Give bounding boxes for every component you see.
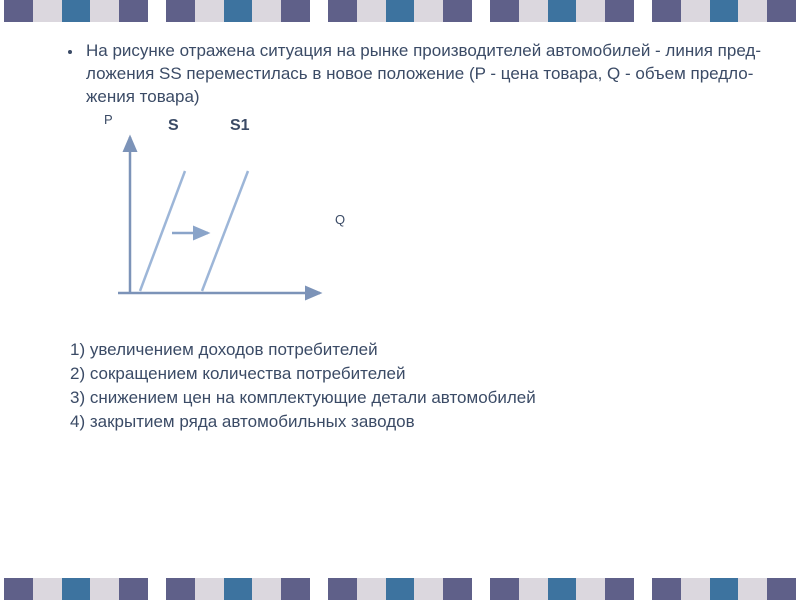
stripe-cell (119, 578, 148, 600)
stripe-cell (605, 578, 634, 600)
stripe-cell (576, 0, 605, 22)
stripe-cell (357, 578, 386, 600)
stripe-cell (281, 0, 310, 22)
supply-line-s1 (202, 171, 248, 291)
stripe-block (328, 578, 472, 600)
axis-label-q: Q (335, 211, 345, 229)
stripe-block (652, 578, 796, 600)
stripe-cell (490, 0, 519, 22)
stripe-cell (4, 578, 33, 600)
stripe-block (4, 0, 148, 22)
axis-label-p: P (104, 111, 113, 129)
stripe-cell (767, 578, 796, 600)
answer-option: 2) со­кра­ще­ни­ем ко­ли­че­ства по­тре­… (70, 363, 772, 386)
stripe-cell (519, 0, 548, 22)
stripe-cell (605, 0, 634, 22)
slide: На ри­сун­ке от­ра­же­на си­ту­а­ция на … (0, 0, 800, 600)
stripe-cell (357, 0, 386, 22)
stripe-cell (767, 0, 796, 22)
stripe-cell (252, 578, 281, 600)
stripe-cell (195, 578, 224, 600)
stripe-cell (652, 0, 681, 22)
stripe-cell (166, 0, 195, 22)
stripe-cell (681, 578, 710, 600)
question-text: На ри­сун­ке от­ра­же­на си­ту­а­ция на … (86, 40, 772, 109)
stripe-cell (519, 578, 548, 600)
stripe-block (652, 0, 796, 22)
stripe-cell (166, 578, 195, 600)
bottom-stripe (0, 578, 800, 600)
stripe-cell (33, 578, 62, 600)
stripe-cell (328, 0, 357, 22)
answer-option: 1) уве­ли­че­ни­ем до­хо­дов по­тре­би­т… (70, 339, 772, 362)
stripe-cell (548, 0, 577, 22)
stripe-cell (4, 0, 33, 22)
stripe-cell (252, 0, 281, 22)
answer-list: 1) уве­ли­че­ни­ем до­хо­дов по­тре­би­т… (70, 339, 772, 434)
stripe-cell (576, 578, 605, 600)
stripe-cell (414, 0, 443, 22)
stripe-cell (386, 578, 415, 600)
stripe-cell (710, 578, 739, 600)
stripe-cell (414, 578, 443, 600)
content: На ри­сун­ке от­ра­же­на си­ту­а­ция на … (0, 22, 800, 578)
stripe-block (328, 0, 472, 22)
stripe-block (4, 578, 148, 600)
stripe-cell (738, 578, 767, 600)
curve-label-s: S (168, 115, 179, 137)
stripe-cell (90, 578, 119, 600)
stripe-cell (33, 0, 62, 22)
stripe-cell (548, 578, 577, 600)
stripe-block (166, 0, 310, 22)
question-row: На ри­сун­ке от­ра­же­на си­ту­а­ция на … (70, 40, 772, 109)
stripe-cell (738, 0, 767, 22)
answer-option: 4) за­кры­ти­ем ряда ав­то­мо­биль­ных з… (70, 411, 772, 434)
stripe-block (490, 578, 634, 600)
stripe-cell (62, 578, 91, 600)
bullet-icon (68, 50, 72, 54)
stripe-cell (281, 578, 310, 600)
stripe-cell (224, 578, 253, 600)
stripe-cell (490, 578, 519, 600)
stripe-cell (681, 0, 710, 22)
supply-line-s (140, 171, 185, 291)
stripe-cell (652, 578, 681, 600)
stripe-cell (195, 0, 224, 22)
stripe-cell (328, 578, 357, 600)
stripe-cell (90, 0, 119, 22)
stripe-cell (62, 0, 91, 22)
stripe-block (166, 578, 310, 600)
stripe-cell (710, 0, 739, 22)
stripe-cell (443, 578, 472, 600)
stripe-block (490, 0, 634, 22)
supply-chart: P S S1 Q (90, 113, 390, 333)
answer-option: 3) сни­же­ни­ем цен на ком­плек­ту­ю­щие… (70, 387, 772, 410)
stripe-cell (386, 0, 415, 22)
stripe-cell (443, 0, 472, 22)
stripe-cell (224, 0, 253, 22)
stripe-cell (119, 0, 148, 22)
curve-label-s1: S1 (230, 115, 250, 137)
top-stripe (0, 0, 800, 22)
